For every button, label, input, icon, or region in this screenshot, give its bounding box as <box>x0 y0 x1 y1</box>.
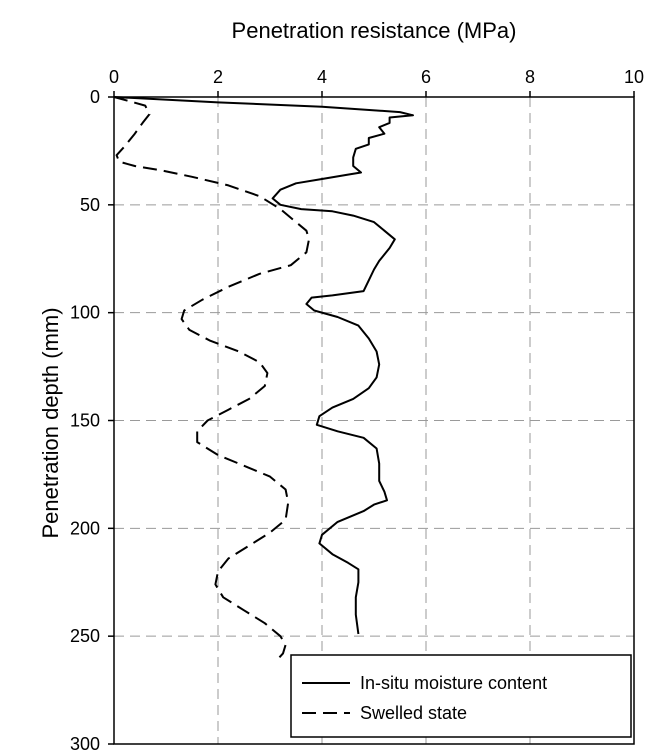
legend-label-in-situ: In-situ moisture content <box>360 673 547 693</box>
gridlines <box>114 97 634 744</box>
x-tick-label: 10 <box>624 67 644 87</box>
y-tick-label: 50 <box>80 195 100 215</box>
series-lines <box>113 96 414 663</box>
y-tick-label: 100 <box>70 303 100 323</box>
legend-label-swelled: Swelled state <box>360 703 467 723</box>
x-tick-label: 2 <box>213 67 223 87</box>
y-axis-title: Penetration depth (mm) <box>38 307 63 538</box>
x-tick-label: 8 <box>525 67 535 87</box>
x-axis-title: Penetration resistance (MPa) <box>232 18 517 43</box>
x-tick-labels: 0 2 4 6 8 10 <box>109 67 644 97</box>
y-tick-labels: 0 50 100 150 200 250 300 <box>70 87 114 752</box>
legend-box <box>290 654 632 738</box>
series-line-in-situ <box>113 96 414 635</box>
legend: In-situ moisture content Swelled state <box>290 654 632 738</box>
x-tick-label: 4 <box>317 67 327 87</box>
y-tick-label: 150 <box>70 411 100 431</box>
plot-frame <box>113 96 635 745</box>
y-tick-label: 300 <box>70 734 100 752</box>
y-tick-label: 250 <box>70 626 100 646</box>
y-tick-label: 200 <box>70 518 100 538</box>
y-tick-label: 0 <box>90 87 100 107</box>
series-line-swelled <box>113 96 310 663</box>
x-tick-label: 0 <box>109 67 119 87</box>
x-tick-label: 6 <box>421 67 431 87</box>
